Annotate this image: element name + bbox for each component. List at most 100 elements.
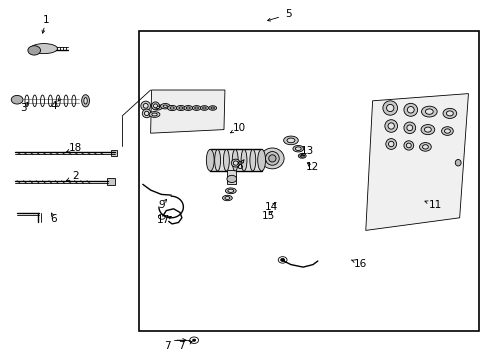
Circle shape [28,46,41,55]
Ellipse shape [403,141,413,150]
Ellipse shape [143,104,148,108]
Ellipse shape [210,107,214,109]
Circle shape [226,175,236,183]
Circle shape [192,339,195,341]
Ellipse shape [295,147,301,150]
Ellipse shape [241,149,246,171]
Text: 6: 6 [50,214,57,224]
Ellipse shape [183,105,192,111]
Ellipse shape [227,189,233,192]
Ellipse shape [425,109,432,114]
Ellipse shape [179,107,183,109]
Bar [210,149,261,171]
Text: 7: 7 [177,341,184,351]
Ellipse shape [233,161,238,165]
Polygon shape [150,90,224,133]
Ellipse shape [299,155,304,157]
Text: 4: 4 [50,101,57,111]
Ellipse shape [153,104,157,108]
Bar [139,31,478,331]
Ellipse shape [167,105,176,111]
Text: 18: 18 [69,143,82,153]
Text: 16: 16 [353,258,367,269]
Ellipse shape [403,103,417,116]
Ellipse shape [249,149,255,171]
Ellipse shape [214,149,220,171]
Ellipse shape [406,125,412,131]
Bar [106,178,115,185]
Ellipse shape [231,159,240,167]
Ellipse shape [442,108,456,118]
Ellipse shape [406,143,410,148]
Text: 8: 8 [236,161,243,171]
Polygon shape [365,94,468,230]
Ellipse shape [268,155,276,162]
Ellipse shape [144,111,148,116]
Text: 15: 15 [261,211,274,221]
Ellipse shape [386,104,393,112]
Ellipse shape [160,104,170,109]
Text: 7: 7 [164,341,171,351]
Ellipse shape [260,148,284,169]
Ellipse shape [384,120,397,132]
Text: 14: 14 [264,202,278,212]
Text: 2: 2 [72,171,79,181]
Circle shape [280,258,284,261]
Ellipse shape [225,188,236,194]
Ellipse shape [84,98,87,104]
Ellipse shape [283,136,298,145]
Ellipse shape [142,109,151,118]
Ellipse shape [298,153,305,158]
Ellipse shape [257,149,265,171]
Ellipse shape [176,105,185,111]
Ellipse shape [208,106,216,110]
Ellipse shape [155,106,159,108]
Ellipse shape [200,106,208,110]
Ellipse shape [407,107,413,113]
Ellipse shape [151,102,159,110]
Ellipse shape [223,149,229,171]
Ellipse shape [382,101,397,115]
Ellipse shape [441,127,452,135]
Ellipse shape [387,123,393,129]
Ellipse shape [421,106,436,117]
Ellipse shape [387,141,393,147]
Ellipse shape [186,107,190,109]
Ellipse shape [194,107,198,109]
Ellipse shape [292,145,303,152]
Circle shape [11,95,23,104]
Text: 11: 11 [427,200,441,210]
Text: 10: 10 [233,123,245,133]
Ellipse shape [444,129,449,133]
Ellipse shape [141,101,150,111]
Ellipse shape [385,139,396,149]
Text: 9: 9 [158,200,164,210]
Ellipse shape [419,143,430,151]
Ellipse shape [265,152,279,165]
Text: 12: 12 [305,162,318,172]
Ellipse shape [81,95,89,107]
Text: 1: 1 [43,15,50,25]
Ellipse shape [403,122,415,134]
Text: 17: 17 [157,215,170,225]
Text: 3: 3 [20,103,27,113]
Bar [111,150,117,156]
Ellipse shape [206,149,214,171]
Ellipse shape [424,127,430,132]
Ellipse shape [30,44,58,54]
Ellipse shape [224,197,229,199]
Ellipse shape [149,112,160,117]
Ellipse shape [222,195,232,201]
Ellipse shape [202,107,206,109]
Bar [227,170,236,184]
Ellipse shape [192,105,201,111]
Ellipse shape [422,145,427,149]
Ellipse shape [286,138,294,143]
Text: 13: 13 [300,146,313,156]
Ellipse shape [420,125,434,135]
Ellipse shape [163,105,167,107]
Ellipse shape [170,107,174,109]
Ellipse shape [152,104,162,110]
Ellipse shape [454,159,460,166]
Text: 5: 5 [285,9,291,19]
